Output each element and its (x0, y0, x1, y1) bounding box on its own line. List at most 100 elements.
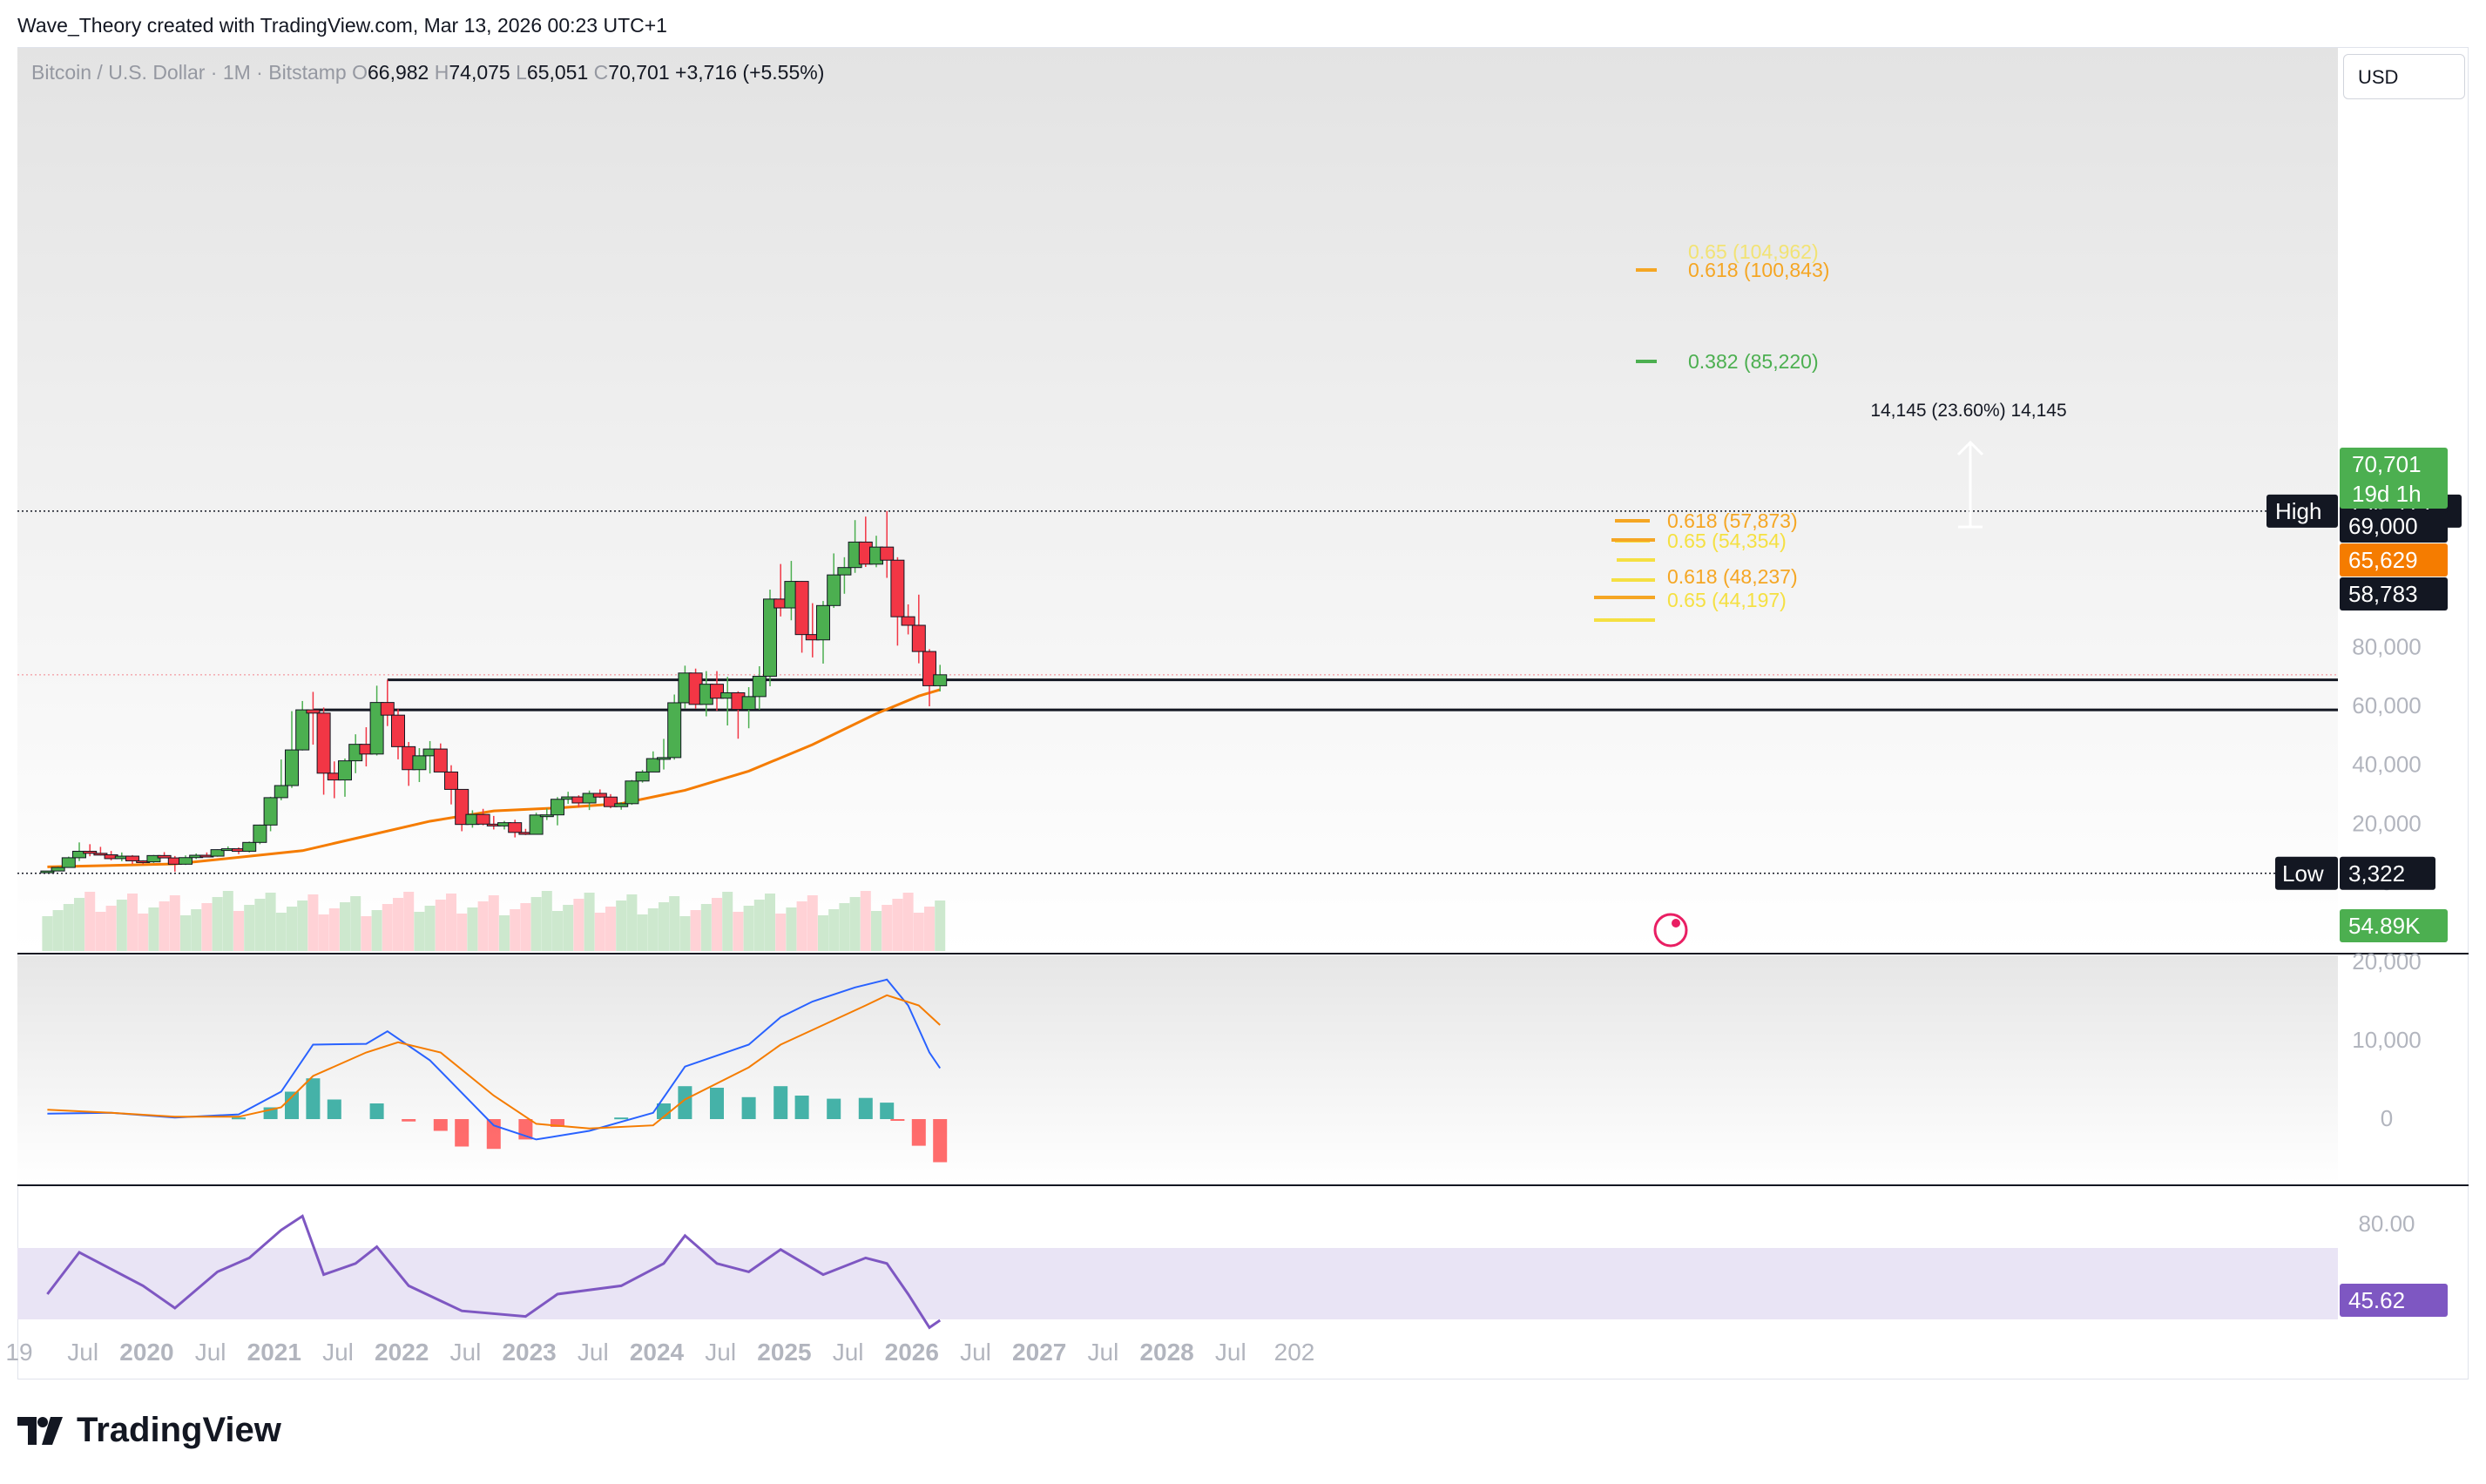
candle-body (508, 822, 523, 833)
candle-body (433, 748, 448, 772)
low-label-bg (2275, 856, 2338, 890)
macd-histogram-bar (741, 1096, 756, 1119)
macd-histogram-bar (306, 1078, 321, 1119)
volume-bar (254, 899, 266, 951)
macd-histogram-bar (773, 1086, 788, 1119)
volume-bar (222, 891, 233, 951)
macd-histogram-bar (911, 1119, 926, 1146)
candle-body (922, 651, 936, 686)
macd-histogram-bar (827, 1098, 841, 1119)
volume-bar (743, 906, 754, 951)
volume-bar (446, 894, 456, 951)
tradingview-wordmark: TradingView (77, 1411, 281, 1449)
candle-body (539, 814, 554, 818)
volume-bar (275, 913, 287, 951)
volume-bar (148, 907, 159, 951)
volume-bar (647, 908, 659, 951)
volume-bar (573, 899, 584, 951)
volume-bar (488, 895, 499, 951)
volume-bar (328, 908, 340, 951)
countdown-tag: 19d 1h (2352, 481, 2422, 507)
volume-bar (860, 891, 871, 951)
time-axis-label: Jul (705, 1339, 736, 1366)
volume-bar (201, 903, 213, 951)
candle-body (146, 854, 161, 863)
volume-bar (105, 906, 117, 951)
fib-level-label: 0.618 (100,843) (1688, 259, 1829, 281)
price-axis-label: 20,000 (2352, 810, 2422, 836)
tradingview-logo[interactable]: TradingView (17, 1411, 281, 1450)
symbol-name[interactable]: Bitcoin / U.S. Dollar · 1M · Bitstamp (31, 61, 347, 84)
candle-body (667, 702, 682, 759)
high-label: H (434, 61, 449, 84)
low-value-tag: 3,322 (2348, 860, 2405, 887)
volume-bar (393, 898, 403, 951)
volume-bar (361, 916, 372, 951)
time-axis-label: 2024 (630, 1339, 685, 1366)
volume-bar (138, 914, 149, 951)
volume-bar (828, 909, 840, 951)
candle-body (551, 799, 564, 816)
macd-histogram-bar (890, 1119, 905, 1121)
currency-button[interactable]: USD (2343, 54, 2465, 99)
candle-body (338, 760, 352, 781)
candle-body (933, 674, 948, 686)
time-axis-label: Jul (833, 1339, 864, 1366)
volume-bar (456, 914, 468, 951)
fib-level-label: 0.618 (57,873) (1667, 509, 1798, 532)
rsi-pane (46, 1214, 942, 1330)
volume-bar (244, 905, 255, 951)
candle-body (93, 853, 108, 856)
volume-bar (871, 911, 882, 951)
event-marker-icon (1653, 913, 1688, 948)
volume-bar (786, 907, 797, 951)
candle-body (752, 676, 767, 698)
time-axis-label: 2025 (757, 1339, 811, 1366)
macd-line (47, 994, 941, 1130)
event-marker-dot (1672, 919, 1680, 928)
volume-bar (297, 901, 308, 951)
open-value: 66,982 (367, 61, 429, 84)
volume-bar (626, 894, 638, 951)
time-axis-label: Jul (578, 1339, 609, 1366)
last-price-bg (2340, 448, 2448, 509)
rsi-line (46, 1214, 942, 1330)
last-price-tag: 70,701 (2352, 451, 2422, 477)
level-tag: 69,000 (2348, 513, 2418, 539)
macd-pane-background (17, 955, 2338, 1184)
candle-body (274, 785, 288, 799)
volume-bar (605, 907, 616, 951)
volume-bar (477, 901, 489, 951)
price-axis-label: 60,000 (2352, 692, 2422, 718)
macd-histogram-bar (486, 1119, 501, 1150)
candle-body (827, 574, 841, 606)
macd-pane (47, 978, 948, 1163)
time-axis-label: Jul (195, 1339, 226, 1366)
volume-bar (669, 896, 680, 951)
close-label: C (593, 61, 609, 84)
symbol-legend[interactable]: Bitcoin / U.S. Dollar · 1M · Bitstamp O6… (31, 61, 824, 84)
time-axis-label: 2028 (1139, 1339, 1193, 1366)
candle-body (369, 702, 384, 755)
volume-bar (700, 904, 712, 951)
time-axis-label: 19 (5, 1339, 32, 1366)
macd-histogram-bar (327, 1099, 341, 1119)
candle-body (604, 796, 618, 807)
macd-histogram-bar (285, 1091, 299, 1119)
volume-tag-bg (2340, 909, 2448, 942)
fib-level-label: 0.65 (104,962) (1688, 240, 1819, 263)
macd-histogram-bar (369, 1103, 384, 1119)
change-value: +3,716 (+5.55%) (675, 61, 825, 84)
volume-bar (807, 895, 818, 951)
level-tag-bg (2340, 509, 2448, 543)
price-axis-label: 40,000 (2352, 752, 2422, 778)
volume-bar (307, 894, 319, 951)
volume-bar (818, 915, 828, 951)
candle-body (242, 841, 257, 852)
time-axis-label: Jul (67, 1339, 98, 1366)
volume-bar (584, 893, 595, 951)
candle-body (710, 684, 724, 699)
volume-bar (882, 905, 893, 951)
candle-body (657, 757, 671, 760)
